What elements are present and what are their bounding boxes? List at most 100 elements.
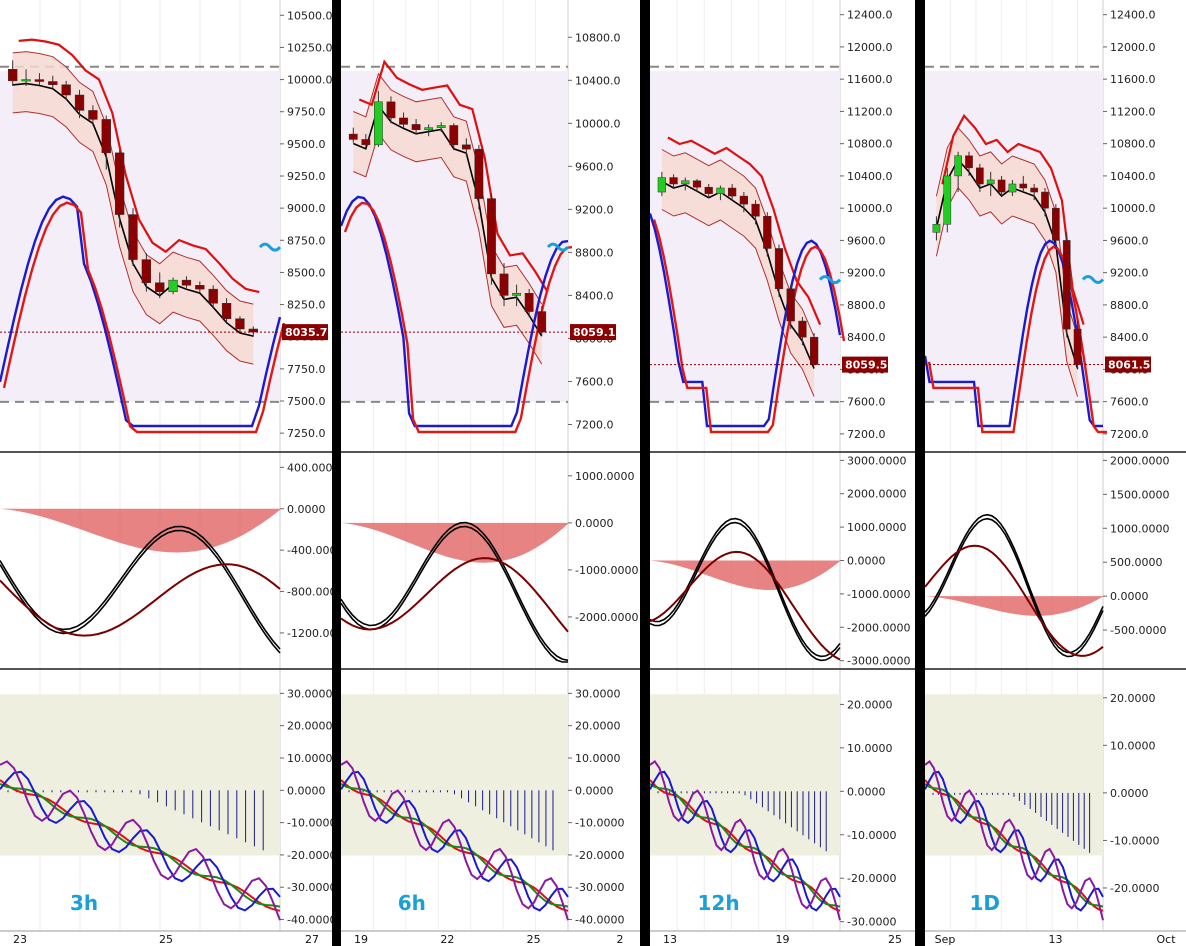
price-tick-label: 12000.0	[847, 41, 893, 54]
column-separator	[332, 0, 341, 946]
indicator-axis-ticks: 3000.0000 2000.0000 1000.0000 0.0000 -1000.0…	[840, 454, 910, 668]
candle-body	[786, 288, 795, 322]
indicator-line-darkred	[0, 563, 281, 637]
candle-body	[986, 179, 995, 185]
candle-body	[976, 167, 984, 185]
candle-body	[399, 117, 408, 125]
price-tick-label: 12400.0	[847, 9, 893, 22]
candle-body	[692, 180, 702, 188]
indicator-tick-label: -800.0000	[287, 586, 343, 599]
candle-body	[810, 336, 819, 365]
oscillator-tick-label: -20.0000	[1110, 882, 1159, 895]
oscillator-tick-label: -30.0000	[575, 881, 624, 894]
trend-line-red	[941, 113, 1085, 325]
oscillator-line-red	[343, 201, 573, 434]
candle-body	[195, 285, 205, 290]
price-tick-label: 9250.0	[287, 170, 326, 183]
candle-body	[1019, 183, 1028, 189]
envelope-upper-line	[661, 149, 815, 337]
price-tick-label: 7600.0	[575, 375, 614, 388]
envelope-band	[353, 73, 542, 365]
oscillator-tick-label: -10.0000	[1110, 834, 1159, 847]
timeframe-panel-3h: 10500.0 10250.0 10000.0 9750.0 9500.0 9250.0 9…	[0, 0, 350, 946]
last-price-label: 8059.1	[573, 326, 615, 339]
price-tick-label: 7600.0	[847, 396, 886, 409]
price-tick-label: 9600.0	[1110, 234, 1149, 247]
candle-body	[424, 127, 434, 131]
indicator-line-black	[649, 521, 841, 662]
price-tick-label: 9500.0	[287, 138, 326, 151]
envelope-lower-line	[12, 111, 254, 365]
candle-body	[168, 279, 178, 292]
candle-body	[798, 320, 807, 338]
price-tick-label: 7250.0	[287, 427, 326, 440]
x-axis-ticks: 19 22 25 2	[354, 933, 624, 946]
indicator-tick-label: 1000.0000	[1110, 522, 1170, 535]
x-tick-label: 13	[663, 933, 677, 946]
indicator-tick-label: -400.0000	[287, 544, 343, 557]
price-tick-label: 7750.0	[287, 363, 326, 376]
candle-body	[248, 328, 258, 333]
candle-body	[512, 293, 521, 296]
oscillator-line-red	[927, 245, 1107, 434]
indicator-tick-label: 3000.0000	[847, 454, 907, 467]
price-tick-label: 9000.0	[287, 202, 326, 215]
candles	[8, 60, 258, 337]
oscillator-line-blue	[648, 213, 842, 428]
indicator-tick-label: -500.0000	[1110, 624, 1166, 637]
price-tick-label: 9750.0	[287, 106, 326, 119]
oscillator-tick-label: 30.0000	[575, 687, 621, 700]
candle-body	[1062, 240, 1071, 330]
indicator-tick-label: 1500.0000	[1110, 488, 1170, 501]
indicator-line-darkred	[924, 544, 1104, 657]
candle-body	[751, 203, 760, 217]
price-tick-label: 10800.0	[847, 138, 893, 151]
column-separator	[640, 0, 650, 946]
candle-body	[932, 224, 941, 233]
x-axis-ticks: Sep 13 Oct	[935, 933, 1177, 946]
candles	[932, 151, 1082, 370]
candle-body	[61, 84, 71, 96]
oscillator-line-blue	[339, 195, 569, 428]
indicator-tick-label: -2000.0000	[575, 611, 638, 624]
price-tick-label: 7500.0	[287, 395, 326, 408]
candle-body	[361, 139, 371, 146]
timeframe-panel-6h: 10800.0 10400.0 10000.0 9600.0 9200.0 8800.0 8…	[339, 0, 640, 946]
price-tick-label: 11600.0	[847, 73, 893, 86]
price-tick-label: 10250.0	[287, 41, 333, 54]
price-tick-label: 8800.0	[847, 299, 886, 312]
indicator-tick-label: -1000.0000	[575, 564, 638, 577]
price-tick-label: 12400.0	[1110, 9, 1156, 22]
oscillator-axis-ticks: 30.0000 20.0000 10.0000 0.0000 -10.0000 -20.0…	[568, 687, 624, 927]
moving-average-line	[352, 104, 543, 337]
x-tick-label: 2	[617, 933, 624, 946]
x-tick-label: Oct	[1156, 933, 1176, 946]
price-tick-label: 11200.0	[847, 105, 893, 118]
oscillator-line	[924, 759, 1104, 921]
price-axis-ticks: 12400.0 12000.0 11600.0 11200.0 10800.0 10400…	[840, 9, 893, 441]
oscillator-tick-label: -10.0000	[575, 817, 624, 830]
oscillator-tick-label: 10.0000	[847, 742, 893, 755]
price-tick-label: 7600.0	[1110, 396, 1149, 409]
x-tick-label: 25	[888, 933, 902, 946]
oscillator-tick-label: -20.0000	[575, 849, 624, 862]
price-tick-label: 9600.0	[847, 234, 886, 247]
price-tick-label: 7200.0	[1110, 428, 1149, 441]
price-tick-label: 12000.0	[1110, 41, 1156, 54]
candle-body	[48, 81, 58, 85]
timeframe-label: 1D	[970, 891, 1001, 915]
candle-body	[21, 79, 31, 82]
candle-body	[1008, 183, 1017, 193]
oscillator-tick-label: 30.0000	[287, 687, 333, 700]
oscillator-tick-label: 20.0000	[847, 698, 893, 711]
indicator-tick-label: 0.0000	[847, 555, 886, 568]
price-tick-label: 10400.0	[1110, 170, 1156, 183]
price-tick-label: 9200.0	[1110, 267, 1149, 280]
candles	[657, 171, 819, 366]
indicator-area-red	[341, 522, 568, 563]
x-tick-label: 13	[1049, 933, 1063, 946]
x-tick-label: Sep	[935, 933, 956, 946]
indicator-line-black	[649, 517, 841, 658]
cyan-wave-marker	[1081, 274, 1105, 284]
